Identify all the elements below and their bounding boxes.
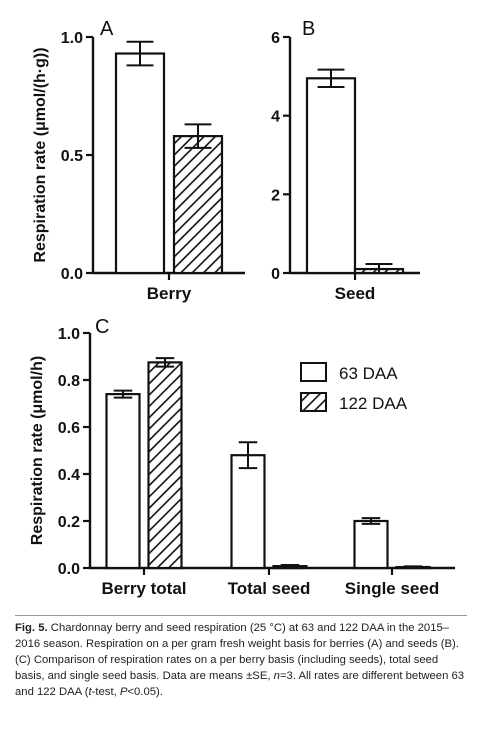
x-category-label: Total seed xyxy=(228,579,311,598)
bar-63daa xyxy=(353,519,389,570)
legend-label: 122 DAA xyxy=(339,394,408,413)
bar-63daa xyxy=(114,52,166,275)
legend-label: 63 DAA xyxy=(339,364,398,383)
caption-rule xyxy=(15,615,467,616)
legend-swatch xyxy=(300,362,327,382)
panel-a: 0.0 0.5 1.0 Berry A Respiration rate (μmol/(h… xyxy=(32,18,245,303)
y-tick-label: 0.4 xyxy=(58,467,80,484)
panel-label: A xyxy=(100,18,114,40)
y-tick-label: 0.6 xyxy=(58,420,80,437)
figure-caption: Fig. 5. Chardonnay berry and seed respir… xyxy=(15,615,467,700)
caption-label: Fig. 5. xyxy=(15,622,48,634)
figure: 0.0 0.5 1.0 Berry A Respiration rate (μmol/(h… xyxy=(29,18,455,598)
panel-c: 0.0 0.2 0.4 0.6 0.8 1.0 Berry total Total seed S… xyxy=(29,316,455,598)
y-tick-label: 0.5 xyxy=(61,148,83,165)
y-tick-label: 0.2 xyxy=(58,514,80,531)
x-category-label: Seed xyxy=(335,284,376,303)
panel-label: C xyxy=(95,316,109,338)
y-tick-label: 0 xyxy=(271,266,280,283)
y-tick-label: 1.0 xyxy=(58,326,80,343)
caption-text-4: <0.05). xyxy=(127,686,163,698)
caption-n-symbol: n xyxy=(273,670,280,682)
y-tick-label: 4 xyxy=(271,109,280,126)
y-axis-label: Respiration rate (μmol/(h·g)) xyxy=(32,47,49,262)
y-axis-label: Respiration rate (μmol/h) xyxy=(29,356,46,545)
y-tick-label: 2 xyxy=(271,187,280,204)
bar-63daa xyxy=(230,454,266,570)
y-tick-label: 0.8 xyxy=(58,373,80,390)
caption-text-3: -test, xyxy=(91,686,120,698)
x-category-label: Single seed xyxy=(345,579,439,598)
bar-63daa xyxy=(305,77,357,275)
caption-text-2: =3. All rates are different between 63 a… xyxy=(15,670,465,698)
y-tick-label: 0.0 xyxy=(61,266,83,283)
y-tick-label: 1.0 xyxy=(61,30,83,47)
caption-text-1: Chardonnay berry and seed respiration (2… xyxy=(15,622,459,682)
y-tick-label: 0.0 xyxy=(58,561,80,578)
panel-label: B xyxy=(302,18,315,40)
legend-swatch xyxy=(300,392,327,412)
bar-122daa xyxy=(147,361,183,570)
bar-63daa xyxy=(105,393,141,570)
x-category-label: Berry total xyxy=(101,579,186,598)
x-category-label: Berry xyxy=(147,284,192,303)
caption-t-symbol: t xyxy=(88,686,92,698)
y-tick-label: 6 xyxy=(271,30,280,47)
bar-122daa xyxy=(172,135,224,275)
panel-b: 0 2 4 6 Seed B xyxy=(271,18,420,303)
caption-p-symbol: P xyxy=(119,686,128,698)
